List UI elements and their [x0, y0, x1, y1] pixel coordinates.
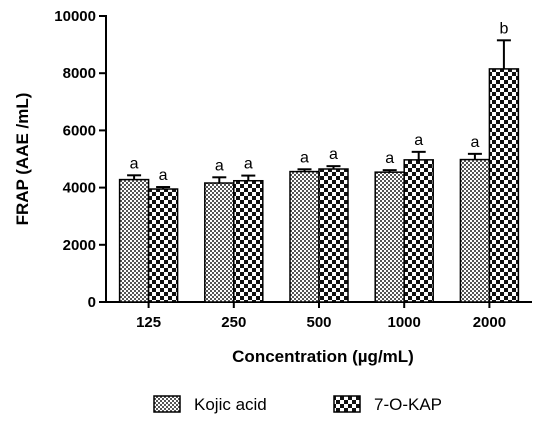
legend-label-7-o-kap: 7-O-KAP: [374, 395, 442, 414]
significance-label: a: [159, 167, 168, 184]
significance-label: a: [215, 157, 224, 174]
bar-7-o-kap-250: [233, 179, 264, 303]
x-tick-label: 125: [136, 314, 161, 331]
y-tick-label: 10000: [54, 8, 96, 25]
y-tick-label: 4000: [63, 180, 96, 197]
x-tick-label: 500: [306, 314, 331, 331]
significance-label: a: [244, 156, 253, 173]
bar-7-o-kap-1000: [403, 159, 434, 303]
significance-label: a: [300, 149, 309, 166]
x-tick-label: 1000: [388, 314, 421, 331]
x-axis-title: Concentration (µg/mL): [232, 347, 414, 366]
legend-swatch-kojic-acid: [153, 395, 181, 413]
plot-area: 0 2000 4000 6000 8000 10000 125 a a 250 a a 500 a a 100…: [54, 8, 532, 331]
significance-label: a: [329, 146, 338, 163]
bar-7-o-kap-500: [318, 168, 349, 303]
bar-kojic-acid-1000: [374, 171, 405, 303]
y-axis-title: FRAP (AAE /mL): [13, 93, 32, 226]
bar-kojic-acid-250: [204, 182, 235, 303]
significance-label: b: [499, 20, 508, 37]
y-tick-label: 2000: [63, 237, 96, 254]
bar-kojic-acid-2000: [459, 158, 491, 303]
bar-7-o-kap-125: [147, 188, 179, 303]
y-tick-label: 0: [88, 294, 96, 311]
legend-label-kojic-acid: Kojic acid: [194, 395, 267, 414]
significance-label: a: [130, 155, 139, 172]
x-tick-label: 250: [221, 314, 246, 331]
bar-kojic-acid-125: [118, 178, 150, 303]
legend: Kojic acid 7-O-KAP: [153, 395, 442, 414]
x-tick-label: 2000: [473, 314, 506, 331]
y-tick-label: 8000: [63, 65, 96, 82]
y-tick-label: 6000: [63, 122, 96, 139]
bar-kojic-acid-500: [289, 170, 320, 303]
significance-label: a: [414, 132, 423, 149]
bar-7-o-kap-2000: [488, 68, 520, 303]
significance-label: a: [470, 134, 479, 151]
legend-swatch-7-o-kap: [333, 395, 361, 413]
significance-label: a: [385, 150, 394, 167]
